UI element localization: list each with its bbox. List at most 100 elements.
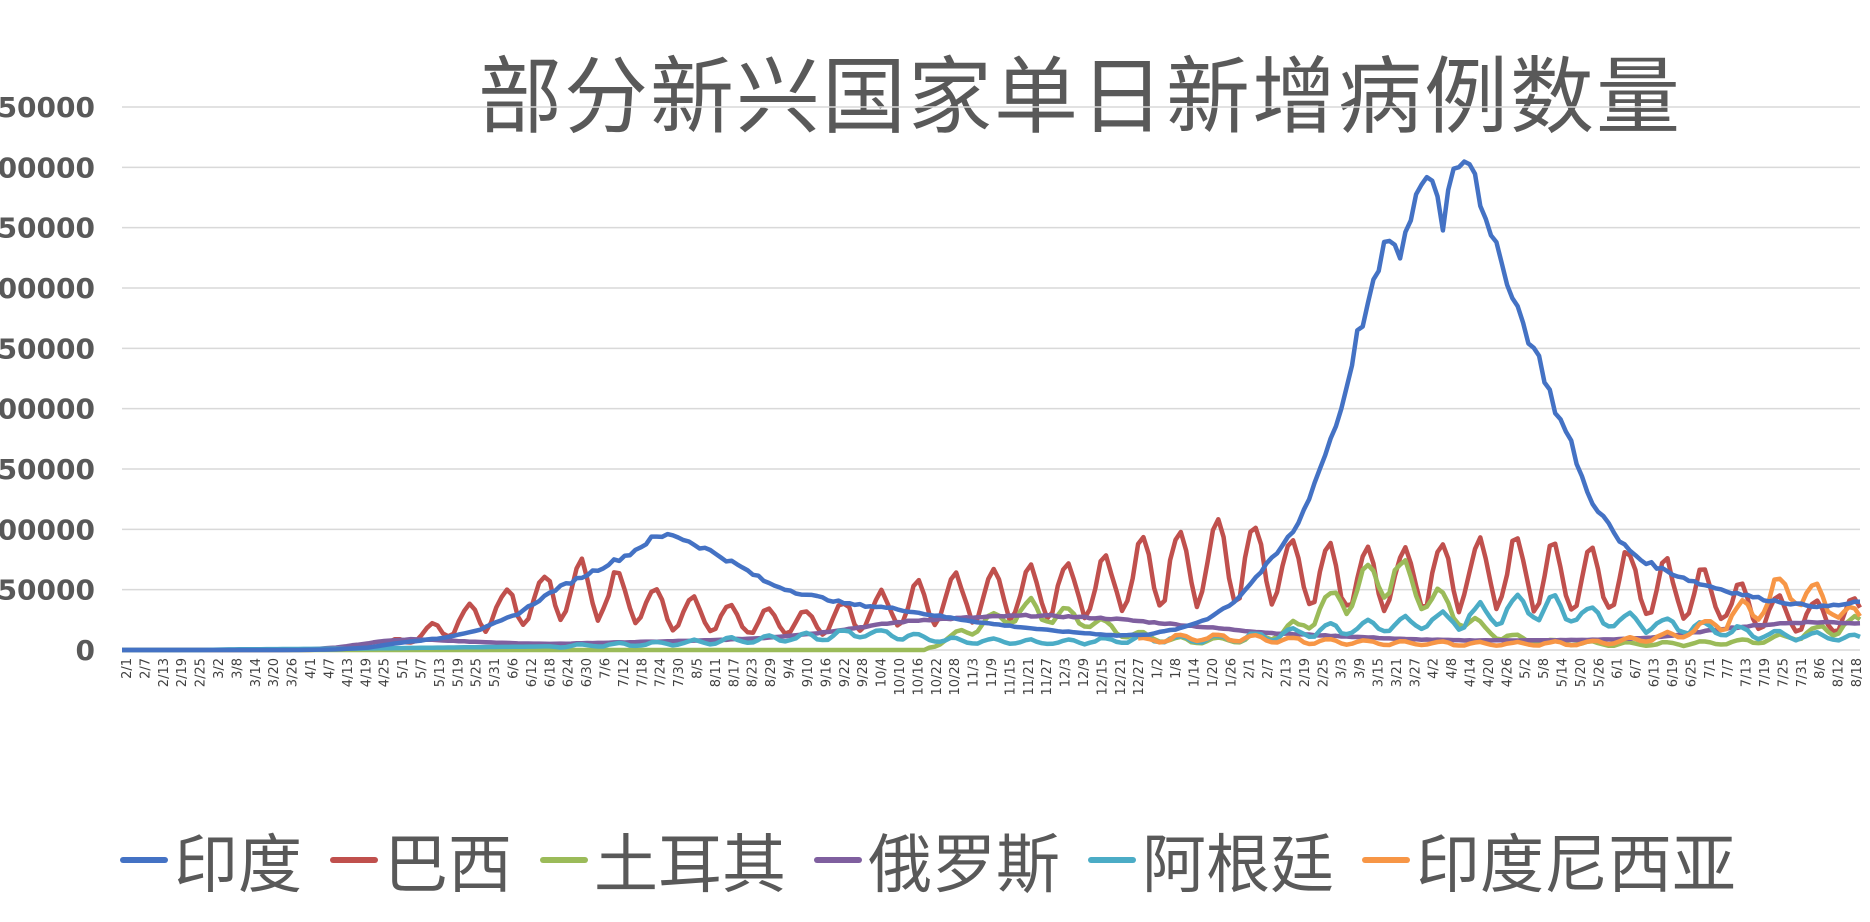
series-line-5 xyxy=(1137,576,1862,648)
y-tick-label: 0 xyxy=(76,634,95,667)
x-tick-label: 5/7 xyxy=(414,658,429,679)
x-tick-label: 5/26 xyxy=(1592,658,1607,687)
x-tick-label: 7/12 xyxy=(617,658,632,687)
x-tick-label: 6/24 xyxy=(562,658,577,687)
x-tick-label: 11/21 xyxy=(1022,658,1037,695)
x-tick-label: 1/8 xyxy=(1169,658,1184,679)
series-line-0 xyxy=(122,159,1861,653)
x-tick-label: 6/1 xyxy=(1611,658,1626,679)
legend-swatch xyxy=(1362,857,1410,863)
x-tick-label: 8/18 xyxy=(1850,658,1865,687)
x-tick-label: 10/22 xyxy=(930,658,945,695)
x-tick-label: 6/12 xyxy=(525,658,540,687)
x-tick-label: 11/15 xyxy=(1003,658,1018,695)
x-tick-label: 3/9 xyxy=(1353,658,1368,679)
y-tick-label: 100000 xyxy=(0,513,95,546)
x-tick-label: 2/1 xyxy=(120,658,135,679)
legend-swatch xyxy=(330,857,378,863)
x-tick-label: 2/25 xyxy=(194,658,209,687)
legend-label: 阿根廷 xyxy=(1142,829,1334,903)
legend-label: 印度尼西亚 xyxy=(1416,829,1736,903)
legend-item: 巴西 xyxy=(330,814,512,906)
x-tick-label: 2/13 xyxy=(157,658,172,687)
x-tick-label: 4/7 xyxy=(322,658,337,679)
y-tick-label: 200000 xyxy=(0,393,95,426)
y-tick-label: 350000 xyxy=(0,212,95,245)
x-tick-label: 8/29 xyxy=(764,658,779,687)
x-tick-label: 8/5 xyxy=(691,658,706,679)
x-tick-label: 7/18 xyxy=(635,658,650,687)
x-tick-label: 6/13 xyxy=(1648,658,1663,687)
x-tick-label: 5/1 xyxy=(396,658,411,679)
x-tick-label: 4/1 xyxy=(304,658,319,679)
y-tick-label: 50000 xyxy=(0,574,95,607)
x-tick-label: 10/28 xyxy=(948,658,963,695)
x-tick-label: 11/3 xyxy=(967,658,982,687)
x-tick-label: 7/19 xyxy=(1758,658,1773,687)
x-tick-label: 2/13 xyxy=(1279,658,1294,687)
x-tick-label: 1/26 xyxy=(1224,658,1239,687)
x-tick-label: 12/21 xyxy=(1114,658,1129,695)
legend: 印度 巴西 土耳其 俄罗斯 阿根廷 印度尼西亚 xyxy=(120,820,1764,903)
legend-swatch xyxy=(540,857,588,863)
x-axis-ticks: 2/1 2/7 2/13 2/19 2/25 3/2 3/8 3/14 3/20 3/26 4/1 4… xyxy=(120,658,1865,695)
x-tick-label: 8/23 xyxy=(746,658,761,687)
x-tick-label: 1/20 xyxy=(1206,658,1221,687)
x-tick-label: 6/7 xyxy=(1629,658,1644,679)
legend-item: 土耳其 xyxy=(540,814,786,906)
x-tick-label: 9/16 xyxy=(819,658,834,687)
x-tick-label: 6/19 xyxy=(1666,658,1681,687)
legend-label: 俄罗斯 xyxy=(868,829,1060,903)
x-tick-label: 9/4 xyxy=(783,658,798,679)
x-tick-label: 5/14 xyxy=(1556,658,1571,687)
x-tick-label: 6/18 xyxy=(543,658,558,687)
x-tick-label: 12/15 xyxy=(1095,658,1110,695)
x-tick-label: 3/15 xyxy=(1371,658,1386,687)
x-tick-label: 9/22 xyxy=(838,658,853,687)
legend-item: 俄罗斯 xyxy=(814,814,1060,906)
x-tick-label: 2/1 xyxy=(1243,658,1258,679)
x-tick-label: 7/6 xyxy=(599,658,614,679)
x-tick-label: 3/26 xyxy=(286,658,301,687)
x-tick-label: 3/20 xyxy=(267,658,282,687)
x-tick-label: 6/30 xyxy=(580,658,595,687)
x-tick-label: 2/25 xyxy=(1316,658,1331,687)
legend-label: 土耳其 xyxy=(594,829,786,903)
x-tick-label: 10/10 xyxy=(893,658,908,695)
x-tick-label: 12/3 xyxy=(1059,658,1074,687)
y-tick-label: 450000 xyxy=(0,91,95,124)
x-tick-label: 7/13 xyxy=(1740,658,1755,687)
x-tick-label: 5/20 xyxy=(1574,658,1589,687)
x-tick-label: 4/25 xyxy=(378,658,393,687)
x-tick-label: 3/8 xyxy=(230,658,245,679)
x-tick-label: 5/2 xyxy=(1519,658,1534,679)
legend-label: 巴西 xyxy=(384,829,512,903)
x-tick-label: 8/11 xyxy=(709,658,724,687)
x-tick-label: 3/3 xyxy=(1335,658,1350,679)
x-tick-label: 4/8 xyxy=(1445,658,1460,679)
y-tick-label: 300000 xyxy=(0,272,95,305)
x-tick-label: 5/25 xyxy=(470,658,485,687)
x-tick-label: 6/25 xyxy=(1684,658,1699,687)
x-tick-label: 9/10 xyxy=(801,658,816,687)
x-tick-label: 7/31 xyxy=(1795,658,1810,687)
x-tick-label: 9/28 xyxy=(856,658,871,687)
series-line-1 xyxy=(122,517,1862,653)
x-tick-label: 2/19 xyxy=(175,658,190,687)
legend-swatch xyxy=(1088,857,1136,863)
y-tick-label: 250000 xyxy=(0,332,95,365)
legend-swatch xyxy=(120,857,168,863)
legend-item: 阿根廷 xyxy=(1088,814,1334,906)
x-tick-label: 10/4 xyxy=(875,658,890,687)
x-tick-label: 11/9 xyxy=(985,658,1000,687)
x-tick-label: 7/25 xyxy=(1776,658,1791,687)
x-tick-label: 7/24 xyxy=(654,658,669,687)
x-tick-label: 2/7 xyxy=(138,658,153,679)
x-tick-label: 4/13 xyxy=(341,658,356,687)
y-tick-label: 400000 xyxy=(0,151,95,184)
x-tick-label: 5/19 xyxy=(451,658,466,687)
x-tick-label: 3/21 xyxy=(1390,658,1405,687)
x-tick-label: 3/14 xyxy=(249,658,264,687)
x-tick-label: 4/14 xyxy=(1464,658,1479,687)
